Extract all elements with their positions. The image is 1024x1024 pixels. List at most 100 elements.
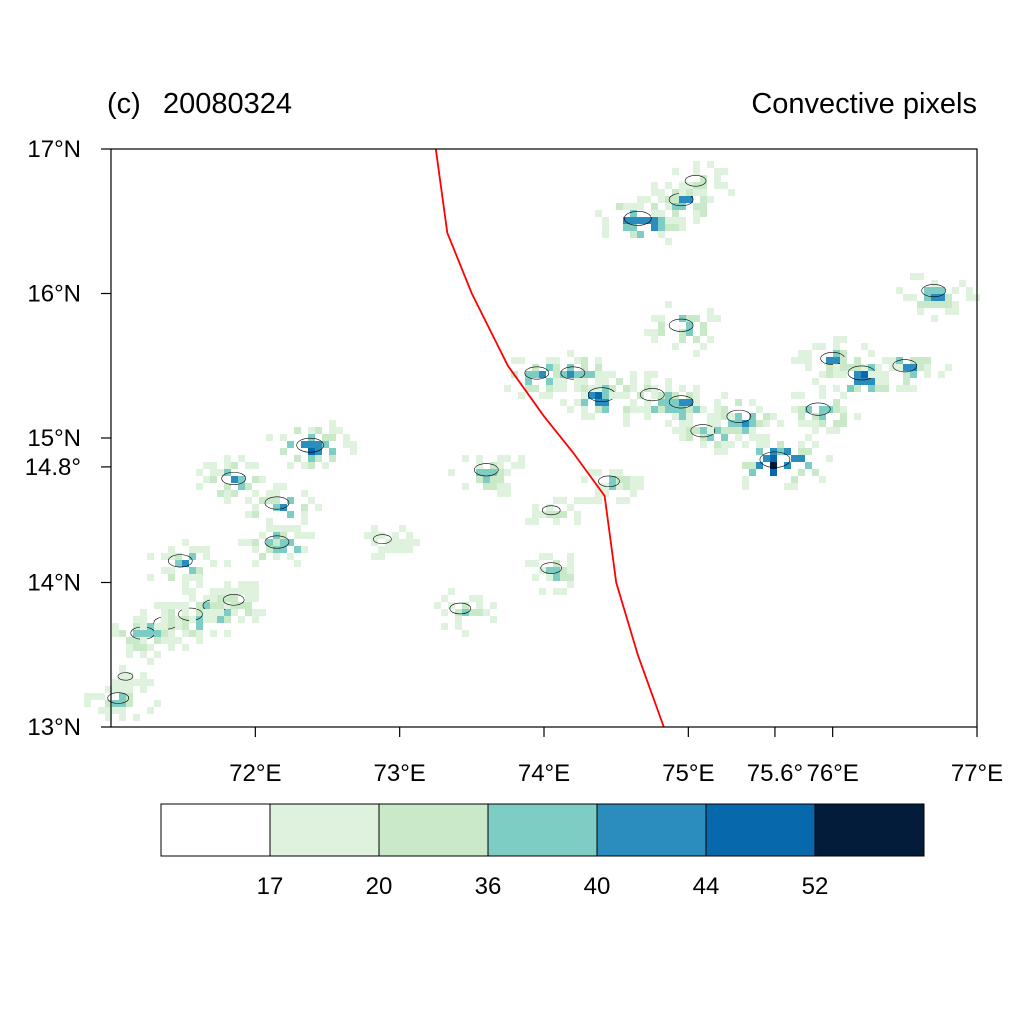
- convective-pixel: [343, 434, 350, 441]
- convective-pixel: [749, 469, 756, 476]
- convective-pixel: [924, 371, 931, 378]
- convective-pixel: [854, 378, 861, 385]
- convective-pixel: [553, 378, 560, 385]
- convective-pixel: [203, 462, 210, 469]
- convective-pixel: [140, 686, 147, 693]
- convective-pixel: [630, 378, 637, 385]
- convective-pixel: [770, 455, 777, 462]
- convective-pixel: [315, 427, 322, 434]
- convective-pixel: [245, 588, 252, 595]
- convective-pixel: [371, 532, 378, 539]
- convective-pixel: [959, 280, 966, 287]
- contour-line: [639, 388, 665, 402]
- convective-pixel: [301, 490, 308, 497]
- convective-pixel: [819, 392, 826, 399]
- convective-pixel: [770, 413, 777, 420]
- convective-pixel: [161, 553, 168, 560]
- convective-pixel: [210, 462, 217, 469]
- convective-pixel: [224, 497, 231, 504]
- convective-pixel: [917, 301, 924, 308]
- convective-pixel: [721, 168, 728, 175]
- convective-pixel: [658, 189, 665, 196]
- convective-pixel: [910, 273, 917, 280]
- convective-pixel: [791, 483, 798, 490]
- convective-pixel: [700, 175, 707, 182]
- convective-pixel: [602, 224, 609, 231]
- convective-pixel: [686, 329, 693, 336]
- convective-pixel: [553, 371, 560, 378]
- contour-line: [264, 496, 290, 510]
- convective-pixel: [693, 385, 700, 392]
- convective-pixel: [882, 385, 889, 392]
- convective-pixel: [700, 329, 707, 336]
- convective-pixel: [679, 217, 686, 224]
- convective-pixel: [679, 336, 686, 343]
- convective-pixel: [252, 588, 259, 595]
- convective-pixel: [742, 476, 749, 483]
- convective-pixel: [679, 406, 686, 413]
- convective-pixel: [210, 560, 217, 567]
- convective-pixel: [119, 714, 126, 721]
- convective-pixel: [616, 392, 623, 399]
- convective-pixel: [182, 609, 189, 616]
- convective-pixel: [819, 385, 826, 392]
- convective-pixel: [182, 616, 189, 623]
- convective-pixel: [140, 637, 147, 644]
- convective-pixel: [406, 546, 413, 553]
- convective-pixel: [756, 434, 763, 441]
- convective-pixel: [630, 231, 637, 238]
- convective-pixel: [133, 616, 140, 623]
- convective-pixel: [735, 420, 742, 427]
- convective-pixel: [595, 406, 602, 413]
- convective-pixel: [196, 630, 203, 637]
- convective-pixel: [700, 210, 707, 217]
- convective-pixel: [525, 385, 532, 392]
- convective-pixel: [791, 476, 798, 483]
- convective-pixel: [889, 357, 896, 364]
- convective-pixel: [455, 623, 462, 630]
- convective-pixel: [868, 364, 875, 371]
- convective-pixel: [196, 609, 203, 616]
- convective-pixel: [791, 392, 798, 399]
- convective-pixel: [938, 301, 945, 308]
- contour-line: [690, 424, 716, 438]
- convective-pixel: [203, 609, 210, 616]
- convective-pixel: [686, 427, 693, 434]
- lat-tick-label: 14.8°: [25, 454, 81, 481]
- convective-pixel: [147, 644, 154, 651]
- convective-pixel: [875, 385, 882, 392]
- convective-pixel: [252, 504, 259, 511]
- contour-line: [668, 395, 694, 409]
- convective-pixel: [392, 539, 399, 546]
- convective-pixel: [686, 420, 693, 427]
- convective-pixel: [644, 378, 651, 385]
- convective-pixel: [182, 588, 189, 595]
- lon-tick-label: 76°E: [807, 760, 859, 787]
- convective-pixel: [483, 476, 490, 483]
- convective-pixel: [560, 497, 567, 504]
- convective-pixel: [175, 637, 182, 644]
- convective-pixel: [210, 476, 217, 483]
- convective-pixel: [315, 504, 322, 511]
- convective-pixel: [140, 679, 147, 686]
- convective-pixel: [588, 497, 595, 504]
- convective-pixel: [679, 224, 686, 231]
- convective-pixel: [203, 616, 210, 623]
- convective-pixel: [749, 399, 756, 406]
- convective-pixel: [903, 364, 910, 371]
- convective-pixel: [182, 581, 189, 588]
- colorbar-swatch: [160, 803, 271, 857]
- convective-pixel: [273, 553, 280, 560]
- convective-pixel: [714, 315, 721, 322]
- convective-pixel: [882, 357, 889, 364]
- convective-pixel: [637, 203, 644, 210]
- convective-pixel: [581, 378, 588, 385]
- colorbar-swatch: [705, 803, 816, 857]
- convective-pixel: [805, 462, 812, 469]
- convective-pixel: [392, 546, 399, 553]
- convective-pixel: [728, 413, 735, 420]
- convective-pixel: [119, 672, 126, 679]
- convective-pixel: [595, 378, 602, 385]
- convective-pixel: [574, 518, 581, 525]
- convective-pixel: [560, 511, 567, 518]
